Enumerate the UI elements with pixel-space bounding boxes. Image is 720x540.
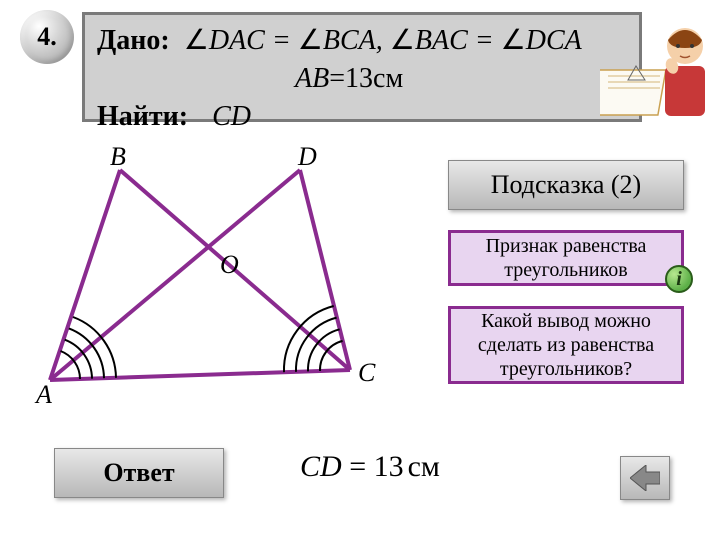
hint-button-label: Подсказка (2) — [491, 170, 641, 200]
hint-box-1[interactable]: Признак равенства треугольников i — [448, 230, 684, 286]
given-row-1: Дано: DAC = BCA, BAC = DCA — [97, 23, 627, 57]
answer-button[interactable]: Ответ — [54, 448, 224, 498]
answer-val: 13 — [374, 450, 404, 483]
nav-back-button[interactable] — [620, 456, 670, 500]
angle-bca: BCA — [298, 25, 376, 56]
answer-button-label: Ответ — [103, 458, 174, 488]
problem-number-badge: 4. — [20, 10, 74, 64]
unit-cm: см — [373, 63, 403, 95]
hint-2-text: Какой вывод можно сделать из равенства т… — [459, 309, 673, 381]
back-arrow-icon — [630, 465, 660, 491]
answer-eq: = — [342, 450, 374, 483]
answer-seg: CD — [300, 450, 342, 483]
angle-dca: DCA — [501, 25, 582, 56]
eq-3: = — [329, 63, 345, 95]
answer-unit: см — [408, 450, 440, 483]
given-row-2: AB = 13см — [295, 63, 627, 95]
val-13: 13 — [345, 63, 373, 95]
vertex-d: D — [298, 142, 317, 172]
answer-value: CD = 13см — [300, 450, 440, 484]
student-illustration — [600, 18, 710, 118]
problem-number-text: 4. — [37, 22, 57, 52]
eq-1: = — [265, 25, 298, 56]
segment-ab: AB — [295, 63, 329, 95]
hint-button[interactable]: Подсказка (2) — [448, 160, 684, 210]
info-icon[interactable]: i — [665, 265, 693, 293]
find-label: Найти: — [97, 101, 188, 133]
given-panel: Дано: DAC = BCA, BAC = DCA AB = 13см Най… — [82, 12, 642, 122]
eq-2: = — [468, 25, 501, 56]
given-label: Дано: — [97, 25, 170, 57]
vertex-o: O — [220, 250, 239, 280]
find-row: Найти: CD — [97, 101, 627, 133]
angle-dac: DAC — [184, 25, 265, 56]
vertex-c: C — [358, 358, 375, 388]
sep-comma: , — [376, 25, 390, 56]
vertex-a: A — [36, 380, 52, 410]
angle-bac: BAC — [390, 25, 468, 56]
vertex-b: B — [110, 142, 126, 172]
given-condition: DAC = BCA, BAC = DCA — [184, 23, 582, 57]
hint-box-2: Какой вывод можно сделать из равенства т… — [448, 306, 684, 384]
find-value: CD — [212, 101, 251, 133]
triangle-diagram: A B C D O — [20, 150, 390, 410]
hint-1-text: Признак равенства треугольников — [459, 234, 673, 282]
